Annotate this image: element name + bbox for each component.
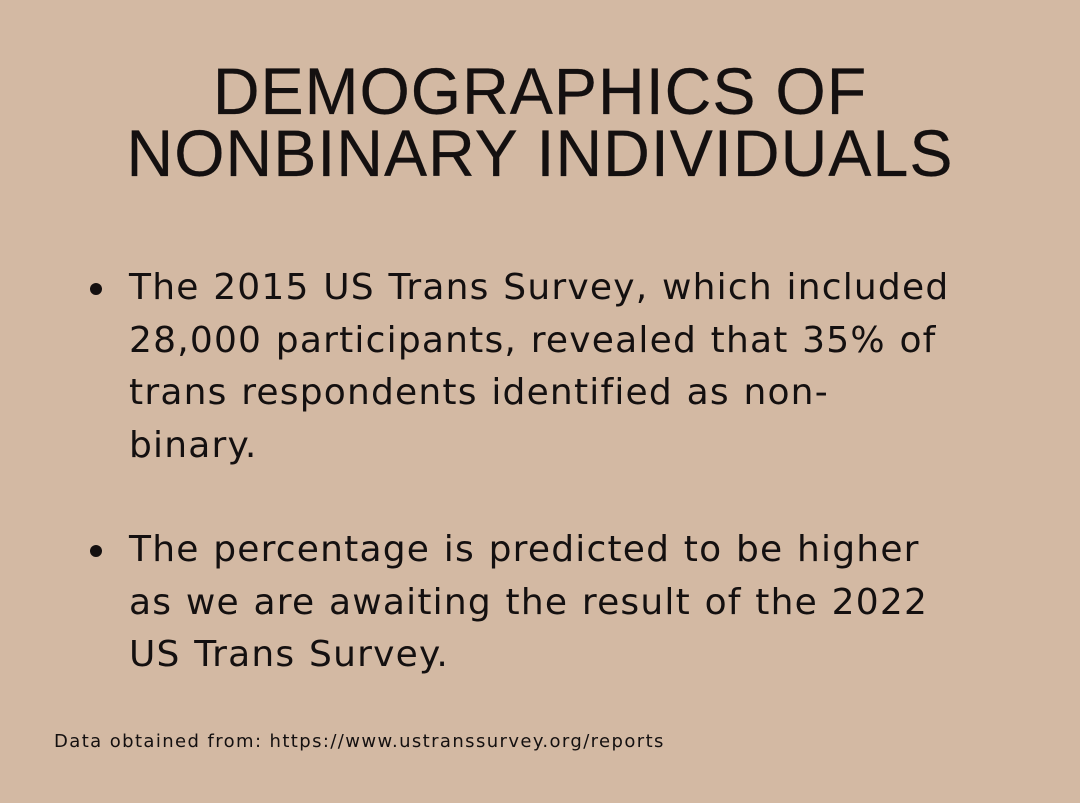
title-line-2: NONBINARY INDIVIDUALS: [126, 116, 954, 190]
source-note: Data obtained from: https://www.ustranss…: [54, 731, 665, 752]
bullet-text-line-4: binary.: [129, 424, 258, 466]
bullet-item-prediction: The percentage is predicted to be higher…: [90, 524, 1060, 682]
bullet-text-line-3: trans respondents identified as non-: [129, 372, 829, 413]
bullet-text-line-1: The 2015 US Trans Survey, which included: [129, 267, 950, 308]
page-title: DEMOGRAPHICS OF NONBINARY INDIVIDUALS: [50, 54, 1030, 190]
bullet-list: The 2015 US Trans Survey, which included…: [90, 262, 1060, 682]
bullet-dot-icon: [90, 283, 102, 295]
bullet-text-line-1: The percentage is predicted to be higher: [129, 529, 920, 570]
bullet-text-line-2: 28,000 participants, revealed that 35% o…: [129, 319, 937, 361]
title-line-1: DEMOGRAPHICS OF: [212, 54, 868, 128]
bullet-dot-icon: [90, 545, 102, 557]
bullet-text-line-2: as we are awaiting the result of the 202…: [129, 581, 929, 623]
bullet-item-survey-result: The 2015 US Trans Survey, which included…: [90, 262, 1060, 472]
bullet-text-line-3: US Trans Survey.: [129, 634, 449, 675]
